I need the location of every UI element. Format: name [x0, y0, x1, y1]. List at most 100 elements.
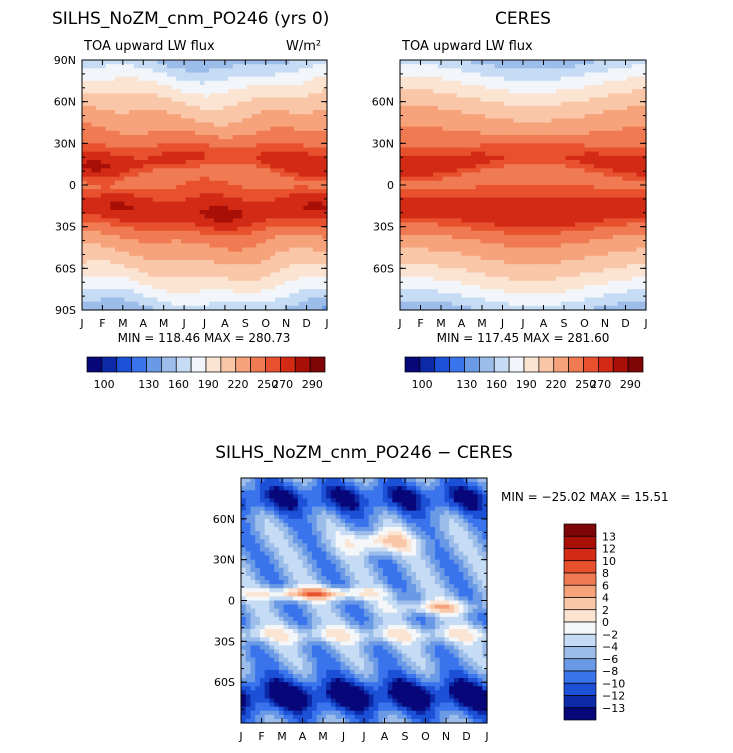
map-cell: [499, 68, 505, 74]
map-cell: [265, 222, 272, 228]
map-cell: [622, 176, 628, 182]
map-cell: [124, 151, 130, 157]
map-cell: [508, 93, 515, 99]
map-cell: [110, 280, 116, 286]
map-cell: [195, 222, 201, 228]
map-cell: [622, 143, 628, 149]
map-cell: [480, 93, 486, 99]
map-cell: [279, 289, 286, 294]
map-cell: [232, 114, 239, 119]
map-cell: [147, 235, 154, 240]
map-cell: [195, 105, 201, 111]
map-cell: [470, 72, 477, 78]
map-cell: [622, 164, 628, 169]
map-cell: [409, 130, 415, 136]
map-cell: [157, 176, 163, 182]
map-cell: [143, 272, 149, 278]
map-cell: [423, 193, 429, 199]
map-cell: [110, 143, 116, 149]
map-cell: [289, 97, 295, 103]
map-cell: [275, 201, 281, 207]
map-cell: [579, 97, 586, 103]
map-cell: [470, 105, 477, 111]
map-cell: [312, 135, 319, 140]
map-cell: [518, 160, 524, 165]
map-cell: [433, 76, 439, 82]
map-cell: [246, 260, 253, 265]
map-cell: [162, 251, 168, 257]
map-cell: [86, 97, 93, 103]
map-cell: [298, 189, 305, 194]
map-cell: [270, 101, 276, 107]
map-cell: [91, 243, 97, 249]
map-cell: [133, 151, 140, 157]
map-cell: [475, 143, 482, 149]
map-cell: [82, 110, 88, 115]
map-cell: [86, 151, 93, 157]
map-cell: [617, 151, 623, 157]
map-cell: [270, 85, 276, 90]
map-cell: [105, 76, 111, 82]
map-cell: [275, 160, 281, 165]
map-cell: [256, 226, 262, 232]
map-cell: [400, 80, 406, 86]
map-cell: [232, 164, 239, 169]
map-cell: [246, 230, 253, 236]
map-cell: [312, 251, 319, 257]
map-cell: [322, 197, 328, 203]
map-cell: [157, 164, 163, 169]
map-cell: [537, 60, 543, 65]
map-cell: [603, 160, 609, 165]
map-cell: [180, 105, 187, 111]
map-cell: [322, 205, 328, 211]
map-cell: [499, 155, 505, 161]
map-cell: [556, 60, 562, 65]
map-cell: [251, 135, 257, 140]
map-cell: [265, 93, 272, 99]
map-cell: [242, 172, 248, 178]
map-cell: [91, 222, 97, 228]
map-cell: [138, 68, 144, 74]
map-cell: [96, 105, 102, 111]
map-cell: [284, 139, 290, 144]
map-cell: [162, 168, 168, 174]
map-cell: [119, 101, 125, 107]
map-cell: [147, 255, 154, 261]
map-cell: [456, 110, 463, 115]
map-cell: [489, 139, 496, 144]
map-cell: [129, 105, 135, 111]
map-cell: [298, 151, 305, 157]
map-cell: [157, 76, 163, 82]
map-cell: [119, 285, 125, 290]
map-cell: [133, 80, 140, 86]
map-cell: [414, 72, 420, 78]
map-cell: [627, 72, 633, 78]
map-cell: [499, 135, 505, 140]
map-cell: [423, 197, 429, 203]
map-cell: [157, 247, 163, 253]
map-cell: [303, 230, 309, 236]
map-cell: [284, 210, 290, 215]
map-cell: [560, 172, 567, 178]
map-cell: [612, 176, 619, 182]
map-cell: [308, 297, 314, 303]
map-cell: [270, 176, 276, 182]
map-cell: [204, 251, 210, 257]
map-cell: [470, 139, 477, 144]
map-cell: [162, 60, 168, 65]
map-cell: [223, 135, 229, 140]
map-cell: [631, 122, 638, 128]
map-cell: [284, 155, 290, 161]
map-cell: [180, 201, 187, 207]
map-cell: [147, 293, 154, 299]
map-cell: [246, 139, 253, 144]
map-cell: [82, 260, 88, 265]
map-cell: [246, 122, 253, 128]
map-cell: [152, 97, 158, 103]
map-cell: [294, 101, 300, 107]
map-cell: [584, 135, 590, 140]
map-cell: [129, 189, 135, 194]
map-cell: [204, 235, 210, 240]
map-cell: [124, 251, 130, 257]
map-cell: [265, 80, 272, 86]
